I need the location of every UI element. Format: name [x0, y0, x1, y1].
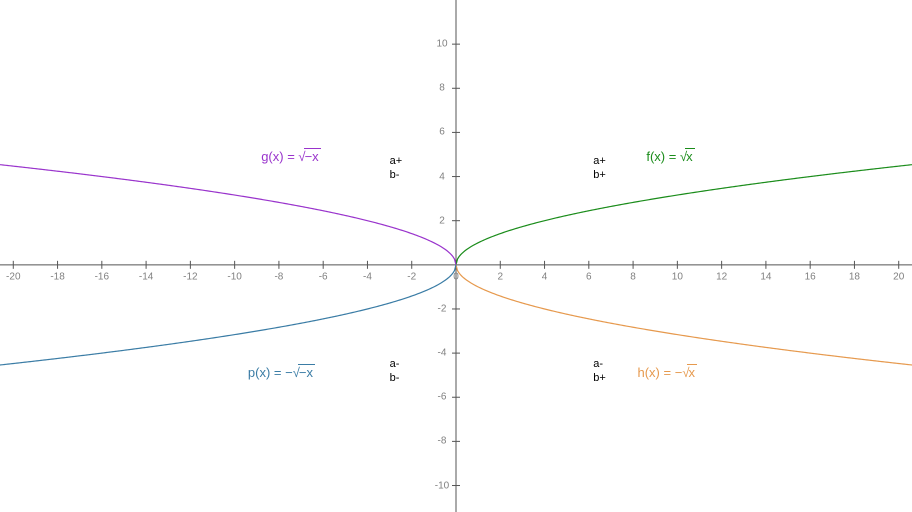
ab-annotation-q1: a+b+	[593, 154, 606, 182]
ab-annotation-q4: a-b+	[593, 357, 606, 385]
x-tick-label: -18	[50, 271, 64, 282]
ab-annotation-q2: a+b-	[390, 154, 403, 182]
x-tick-label: 2	[497, 271, 503, 282]
x-tick-label: -12	[183, 271, 197, 282]
y-tick-label: 4	[439, 171, 445, 182]
x-tick-label: 14	[760, 271, 771, 282]
x-tick-label: -10	[227, 271, 241, 282]
x-tick-label: 0	[453, 271, 459, 282]
chart-canvas: -20-18-16-14-12-10-8-6-4-202468101214161…	[0, 0, 912, 512]
x-tick-label: -14	[139, 271, 153, 282]
y-tick-label: -10	[435, 480, 449, 491]
x-tick-label: 20	[893, 271, 904, 282]
x-tick-label: 8	[630, 271, 636, 282]
x-tick-label: 12	[716, 271, 727, 282]
x-tick-label: -16	[95, 271, 109, 282]
x-tick-label: -4	[363, 271, 372, 282]
x-tick-label: 6	[586, 271, 592, 282]
x-tick-label: -20	[6, 271, 20, 282]
function-label-g: g(x) = −x	[261, 149, 320, 164]
x-tick-label: 16	[805, 271, 816, 282]
y-tick-label: 10	[436, 39, 447, 50]
y-tick-label: -2	[438, 303, 447, 314]
x-tick-label: 4	[542, 271, 548, 282]
function-label-h: h(x) = −x	[638, 365, 697, 380]
x-tick-label: -6	[319, 271, 328, 282]
x-tick-label: 10	[672, 271, 683, 282]
y-tick-label: 8	[439, 83, 445, 94]
x-tick-label: 18	[849, 271, 860, 282]
y-tick-label: 6	[439, 127, 445, 138]
y-tick-label: -8	[438, 436, 447, 447]
ab-annotation-q3: a-b-	[390, 357, 400, 385]
function-label-p: p(x) = −−x	[248, 365, 315, 380]
y-tick-label: -4	[438, 348, 447, 359]
function-label-f: f(x) = x	[646, 149, 694, 164]
x-tick-label: -2	[407, 271, 416, 282]
y-tick-label: -6	[438, 392, 447, 403]
x-tick-label: -8	[274, 271, 283, 282]
y-tick-label: 2	[439, 215, 445, 226]
